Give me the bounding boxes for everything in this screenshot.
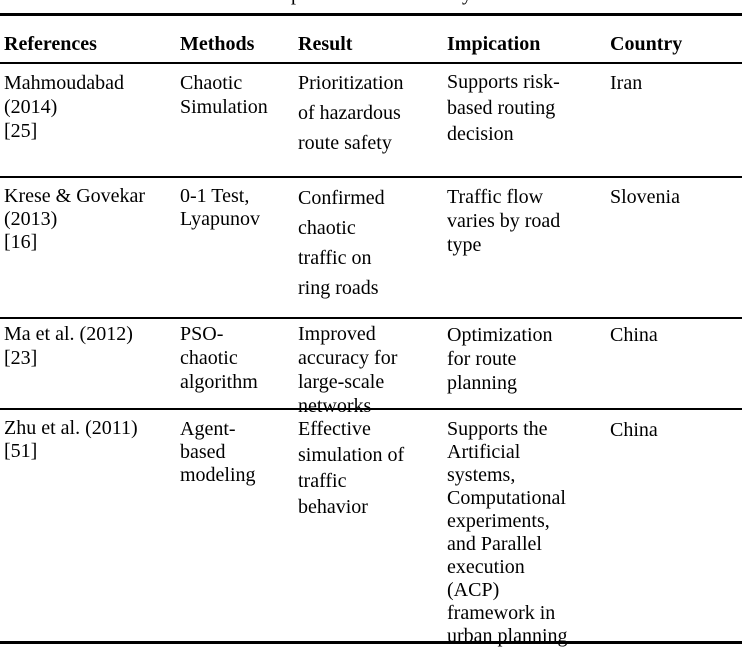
table-rule-bottom bbox=[0, 641, 742, 644]
column-header-references: References bbox=[4, 33, 97, 55]
title-letter-fragment: y bbox=[462, 0, 472, 4]
cell-r4-methods: Agent- based modeling bbox=[180, 418, 256, 486]
column-header-methods: Methods bbox=[180, 33, 255, 55]
table-rule-row1-bottom bbox=[0, 176, 742, 178]
cell-r2-methods: 0-1 Test, Lyapunov bbox=[180, 185, 260, 230]
cell-r2-implication: Traffic flow varies by road type bbox=[447, 186, 561, 256]
cell-r3-country: China bbox=[610, 324, 658, 346]
column-header-result: Result bbox=[298, 33, 353, 55]
cell-r3-result: Improved accuracy for large-scale networ… bbox=[298, 323, 398, 417]
cell-r1-references: Mahmoudabad (2014) [25] bbox=[4, 72, 124, 142]
cell-r4-implication: Supports the Artificial systems, Computa… bbox=[447, 418, 568, 647]
clipped-page-title: p y bbox=[0, 0, 742, 8]
cell-r4-result: Effective simulation of traffic behavior bbox=[298, 418, 405, 518]
cell-r2-references: Krese & Govekar (2013) [16] bbox=[4, 185, 146, 253]
title-letter-fragment: p bbox=[291, 0, 301, 4]
cell-r3-methods: PSO- chaotic algorithm bbox=[180, 323, 258, 393]
cell-r3-implication: Optimization for route planning bbox=[447, 324, 553, 394]
cell-r1-country: Iran bbox=[610, 72, 643, 94]
cell-r1-methods: Chaotic Simulation bbox=[180, 72, 268, 118]
table-rule-row2-bottom bbox=[0, 317, 742, 319]
cell-r4-references: Zhu et al. (2011) [51] bbox=[4, 417, 138, 462]
table-rule-top bbox=[0, 13, 742, 16]
cell-r1-implication: Supports risk- based routing decision bbox=[447, 71, 560, 145]
cell-r3-references: Ma et al. (2012) [23] bbox=[4, 323, 133, 369]
column-header-country: Country bbox=[610, 33, 683, 55]
cell-r1-result: Prioritization of hazardous route safety bbox=[298, 72, 404, 154]
cell-r2-result: Confirmed chaotic traffic on ring roads bbox=[298, 187, 385, 299]
cell-r4-country: China bbox=[610, 419, 658, 441]
column-header-implication: Impication bbox=[447, 33, 541, 55]
cell-r2-country: Slovenia bbox=[610, 186, 680, 208]
table-rule-header-bottom bbox=[0, 62, 742, 64]
table-rule-row3-bottom bbox=[0, 408, 742, 410]
